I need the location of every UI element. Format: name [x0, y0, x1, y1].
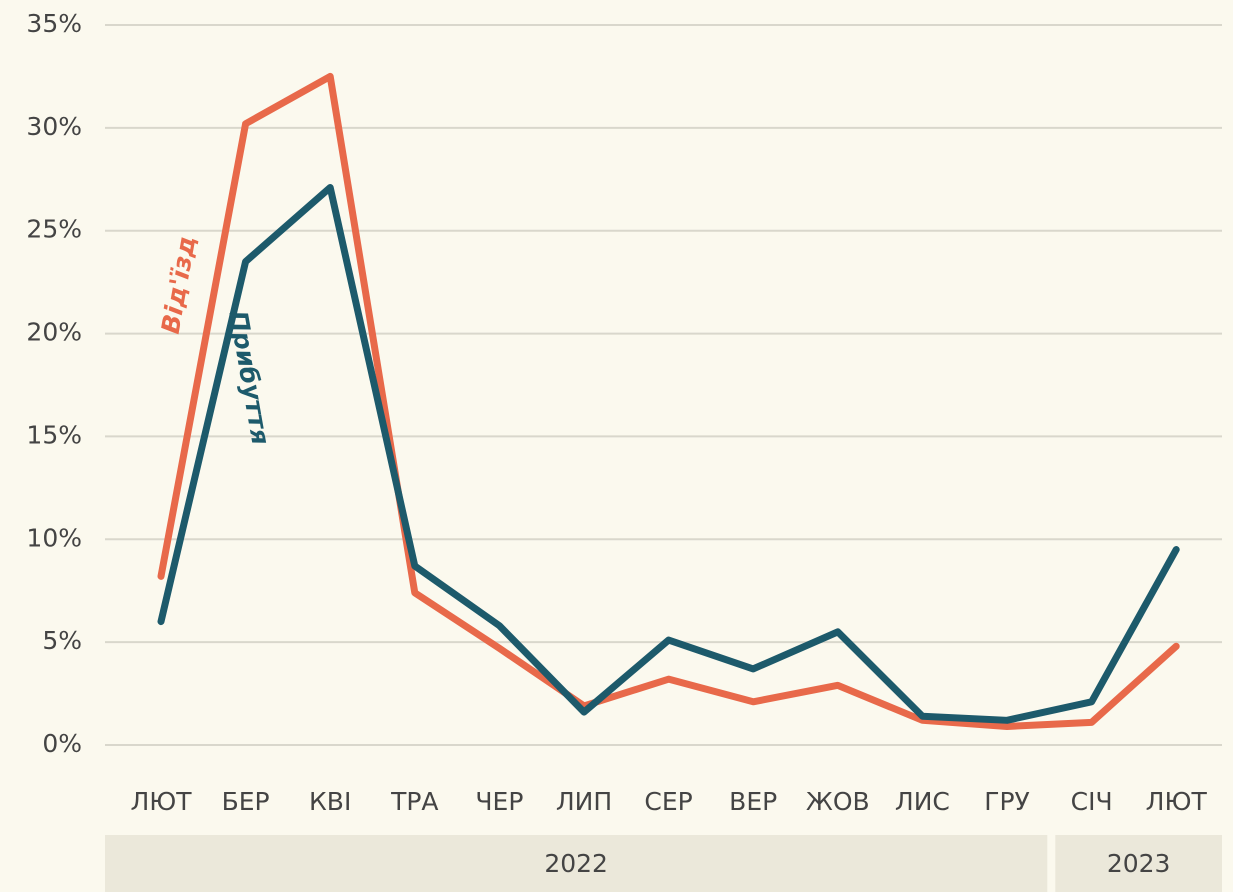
- year-band: [105, 835, 1048, 892]
- x-tick-label: СЕР: [644, 787, 692, 816]
- y-tick-label: 25%: [26, 215, 82, 244]
- x-tick-label: ТРА: [390, 787, 438, 816]
- series-line: [157, 72, 1180, 730]
- year-label: 2023: [1107, 849, 1171, 878]
- x-tick-label: СІЧ: [1071, 787, 1113, 816]
- x-tick-label: ЛИС: [895, 787, 950, 816]
- x-tick-label: БЕР: [222, 787, 270, 816]
- x-tick-label: ЧЕР: [475, 787, 523, 816]
- y-tick-label: 30%: [26, 112, 82, 141]
- y-tick-label: 15%: [26, 420, 82, 449]
- x-tick-label: КВІ: [309, 787, 351, 816]
- y-tick-label: 5%: [42, 626, 82, 655]
- year-label: 2022: [544, 849, 608, 878]
- y-tick-label: 10%: [26, 523, 82, 552]
- year-band: [1055, 835, 1222, 892]
- y-tick-label: 0%: [42, 729, 82, 758]
- x-tick-label: ГРУ: [984, 787, 1030, 816]
- x-tick-label: ЛЮТ: [1146, 787, 1208, 816]
- x-tick-label: ЖОВ: [806, 787, 870, 816]
- y-tick-label: 35%: [26, 9, 82, 38]
- y-tick-label: 20%: [26, 318, 82, 347]
- x-tick-label: ЛЮТ: [130, 787, 192, 816]
- x-tick-label: ЛИП: [556, 787, 612, 816]
- series-line: [157, 184, 1180, 724]
- x-tick-label: ВЕР: [729, 787, 777, 816]
